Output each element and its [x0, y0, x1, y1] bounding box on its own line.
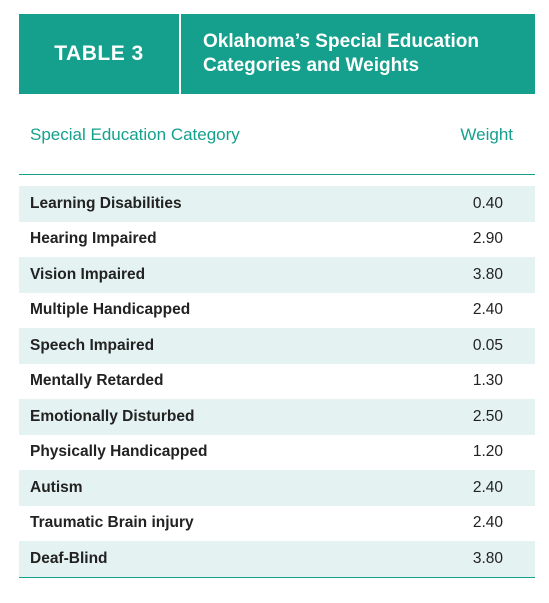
- table-row: Autism 2.40: [19, 470, 535, 506]
- table-number-label: TABLE 3: [19, 14, 181, 94]
- category-cell: Learning Disabilities: [30, 194, 182, 212]
- table-row: Multiple Handicapped 2.40: [19, 292, 535, 328]
- category-cell: Traumatic Brain injury: [30, 514, 194, 532]
- category-cell: Multiple Handicapped: [30, 301, 191, 319]
- table-row: Vision Impaired 3.80: [19, 257, 535, 293]
- table-title: Oklahoma’s Special Education Categories …: [181, 14, 535, 94]
- table-row: Speech Impaired 0.05: [19, 328, 535, 364]
- category-cell: Deaf-Blind: [30, 549, 108, 567]
- table-row: Traumatic Brain injury 2.40: [19, 505, 535, 541]
- weight-cell: 2.40: [472, 301, 503, 319]
- weight-cell: 2.90: [472, 230, 503, 248]
- table-row: Physically Handicapped 1.20: [19, 434, 535, 470]
- table-title-line-2: Categories and Weights: [203, 55, 420, 76]
- table-row: Deaf-Blind 3.80: [19, 541, 535, 577]
- category-cell: Hearing Impaired: [30, 230, 157, 248]
- table-banner: TABLE 3 Oklahoma’s Special Education Cat…: [19, 14, 535, 94]
- category-cell: Vision Impaired: [30, 265, 146, 283]
- weight-cell: 0.40: [472, 194, 503, 212]
- table-row: Mentally Retarded 1.30: [19, 363, 535, 399]
- weight-cell: 1.30: [472, 372, 503, 390]
- category-cell: Speech Impaired: [30, 336, 155, 354]
- category-cell: Autism: [30, 478, 83, 496]
- weight-cell: 2.50: [472, 407, 503, 425]
- column-header-category: Special Education Category: [30, 125, 240, 144]
- weight-cell: 0.05: [472, 336, 503, 354]
- table-row: Emotionally Disturbed 2.50: [19, 399, 535, 435]
- weight-cell: 1.20: [472, 443, 503, 461]
- table-row: Learning Disabilities 0.40: [19, 186, 535, 222]
- category-cell: Mentally Retarded: [30, 372, 164, 390]
- category-cell: Physically Handicapped: [30, 443, 208, 461]
- column-header-row: Special Education Category Weight: [19, 120, 535, 150]
- weight-cell: 2.40: [472, 478, 503, 496]
- column-header-weight: Weight: [460, 125, 513, 144]
- table-row: Hearing Impaired 2.90: [19, 221, 535, 257]
- weight-cell: 2.40: [472, 514, 503, 532]
- category-cell: Emotionally Disturbed: [30, 407, 195, 425]
- weight-cell: 3.80: [472, 549, 503, 567]
- table-title-line-1: Oklahoma’s Special Education: [203, 31, 479, 52]
- weights-table: Learning Disabilities 0.40 Hearing Impai…: [19, 174, 535, 578]
- weight-cell: 3.80: [472, 265, 503, 283]
